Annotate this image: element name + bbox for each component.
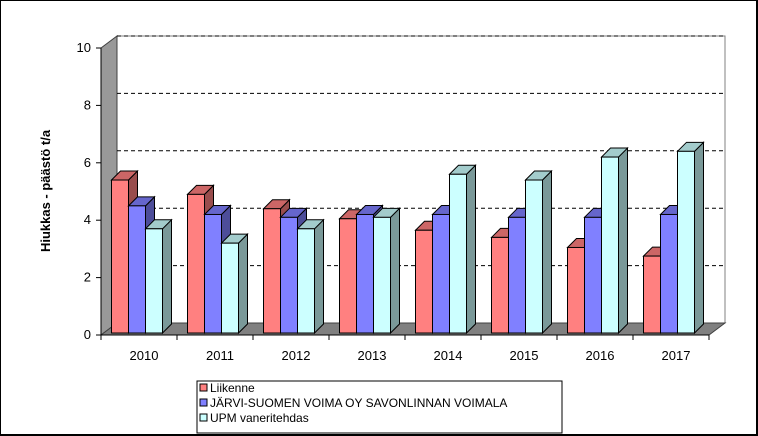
bar-front	[204, 213, 222, 334]
bar-front	[508, 216, 526, 334]
bar-front	[111, 179, 129, 334]
bar-front	[567, 246, 585, 334]
y-tick-label: 8	[84, 97, 91, 112]
bar-side	[162, 218, 172, 335]
legend-item: JÄRVI-SUOMEN VOIMA OY SAVONLINNAN VOIMAL…	[199, 396, 507, 410]
x-tick-label: 2011	[206, 348, 234, 363]
bar-side	[618, 146, 628, 335]
bar-front	[432, 213, 450, 334]
bar-front	[449, 173, 467, 334]
bar	[448, 164, 477, 335]
bar-side	[314, 218, 324, 335]
bar-front	[373, 216, 391, 334]
y-tick-label: 10	[77, 40, 91, 55]
y-axis-label: Hiukkas - päästö t/a	[38, 129, 53, 252]
bar-front	[339, 218, 357, 334]
bar-front	[584, 216, 602, 334]
x-tick-label: 2015	[510, 348, 539, 363]
x-tick-label: 2016	[586, 348, 615, 363]
legend-label: JÄRVI-SUOMEN VOIMA OY SAVONLINNAN VOIMAL…	[210, 396, 507, 410]
legend-swatch	[199, 383, 208, 392]
bar-front	[660, 213, 678, 334]
bar-front	[128, 205, 146, 334]
y-tick-label: 4	[84, 212, 91, 227]
x-tick-label: 2010	[130, 348, 159, 363]
bar-front	[601, 156, 619, 334]
legend-item: UPM vaneritehdas	[199, 411, 309, 425]
bar-side	[542, 169, 552, 335]
bar-front	[187, 193, 205, 334]
bar-side	[238, 232, 248, 335]
bar	[676, 141, 705, 335]
bar-side	[694, 141, 704, 335]
bar-front	[280, 216, 298, 334]
bar-front	[221, 242, 239, 334]
y-tick-label: 6	[84, 155, 91, 170]
legend-label: Liikenne	[210, 381, 255, 395]
bar	[296, 218, 325, 335]
bar-front	[145, 228, 163, 334]
bar-front	[297, 228, 315, 334]
bar-front	[263, 208, 281, 334]
bar-front	[356, 213, 374, 334]
bar-front	[491, 236, 509, 334]
bar-front	[643, 255, 661, 334]
bar-side	[390, 207, 400, 335]
legend-item: Liikenne	[199, 381, 255, 395]
bar	[144, 218, 173, 335]
x-tick-label: 2012	[282, 348, 311, 363]
y-tick-label: 2	[84, 270, 91, 285]
bar-front	[415, 229, 433, 334]
bar-front	[525, 179, 543, 334]
legend-label: UPM vaneritehdas	[210, 411, 309, 425]
bar	[220, 232, 249, 335]
legend-swatch	[199, 398, 208, 407]
x-tick-label: 2017	[662, 348, 691, 363]
legend-box	[196, 380, 563, 434]
bar	[372, 207, 401, 335]
bar-side	[466, 164, 476, 335]
y-tick-label: 0	[84, 327, 91, 342]
legend-swatch	[199, 413, 208, 422]
x-tick-label: 2013	[358, 348, 387, 363]
bar-front	[677, 150, 695, 334]
bar	[524, 169, 553, 335]
x-tick-label: 2014	[434, 348, 463, 363]
bar	[600, 146, 629, 335]
